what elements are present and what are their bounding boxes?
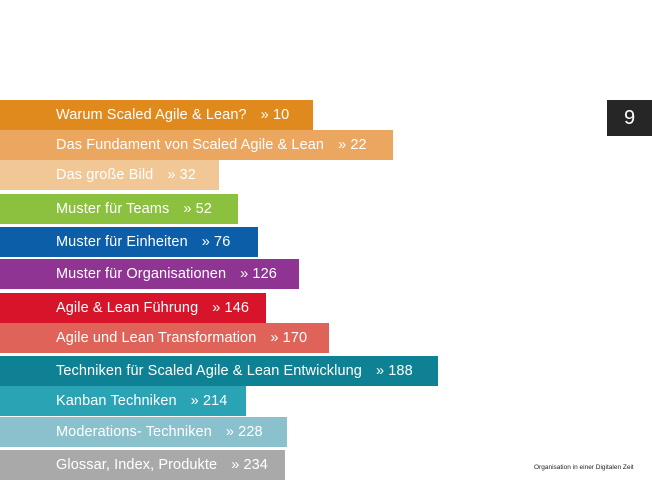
toc-item-title: Das große Bild: [56, 167, 154, 183]
toc-item-title: Muster für Organisationen: [56, 266, 227, 282]
toc-item-title: Moderations- Techniken: [56, 424, 212, 440]
toc-item-grosse-bild[interactable]: Das große Bild » 32: [0, 160, 219, 190]
toc-item-title: Agile und Lean Transformation: [56, 330, 257, 346]
toc-item-warum[interactable]: Warum Scaled Agile & Lean? » 10: [0, 100, 313, 130]
toc-item-title: Kanban Techniken: [56, 393, 177, 409]
toc-item-page: » 188: [375, 363, 413, 379]
toc-item-page: » 234: [231, 457, 268, 473]
toc-item-kanban[interactable]: Kanban Techniken » 214: [0, 386, 246, 416]
toc-item-title: Muster für Teams: [56, 201, 170, 217]
toc-item-page: » 214: [190, 393, 228, 409]
toc-item-fundament[interactable]: Das Fundament von Scaled Agile & Lean » …: [0, 130, 393, 160]
page-number: 9: [607, 100, 652, 136]
toc-item-muster-einheiten[interactable]: Muster für Einheiten » 76: [0, 227, 258, 257]
toc-item-page: » 22: [338, 137, 367, 153]
toc-item-title: Agile & Lean Führung: [56, 300, 199, 316]
toc-item-page: » 170: [270, 330, 308, 346]
toc-item-page: » 126: [240, 266, 277, 282]
toc-item-glossar[interactable]: Glossar, Index, Produkte » 234: [0, 450, 285, 480]
toc-item-page: » 32: [167, 167, 196, 183]
toc-item-title: Das Fundament von Scaled Agile & Lean: [56, 137, 325, 153]
toc-item-transformation[interactable]: Agile und Lean Transformation » 170: [0, 323, 329, 353]
toc-item-techniken-entwicklung[interactable]: Techniken für Scaled Agile & Lean Entwic…: [0, 356, 438, 386]
toc-item-moderation[interactable]: Moderations- Techniken » 228: [0, 417, 287, 447]
toc-item-title: Warum Scaled Agile & Lean?: [56, 107, 247, 123]
toc-item-page: » 146: [212, 300, 250, 316]
toc-item-title: Glossar, Index, Produkte: [56, 457, 218, 473]
footer-text: Organisation in einer Digitalen Zeit: [534, 464, 634, 471]
toc-item-title: Techniken für Scaled Agile & Lean Entwic…: [56, 363, 362, 379]
toc-item-title: Muster für Einheiten: [56, 234, 188, 250]
toc-item-fuehrung[interactable]: Agile & Lean Führung » 146: [0, 293, 266, 323]
toc-item-page: » 10: [260, 107, 290, 123]
toc-item-page: » 228: [225, 424, 263, 440]
toc-item-muster-teams[interactable]: Muster für Teams » 52: [0, 194, 238, 224]
toc-item-page: » 52: [183, 201, 212, 217]
toc-item-muster-organisationen[interactable]: Muster für Organisationen » 126: [0, 259, 299, 289]
toc-item-page: » 76: [201, 234, 231, 250]
